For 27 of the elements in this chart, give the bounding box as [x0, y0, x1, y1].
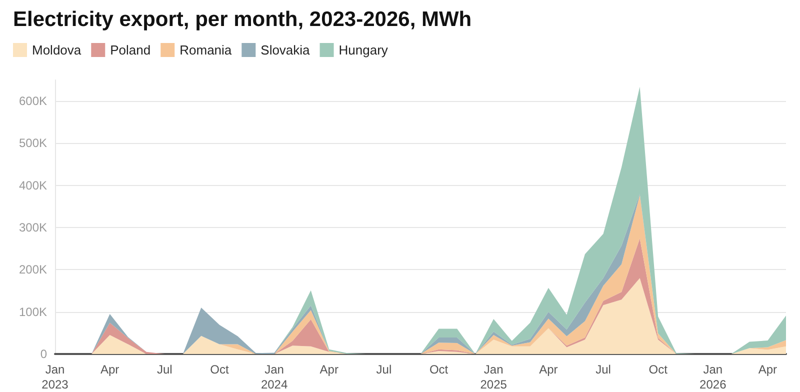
y-tick-label: 100K	[18, 304, 47, 319]
y-tick-label: 300K	[18, 220, 47, 235]
legend-label: Moldova	[32, 42, 82, 58]
y-tick-label: 600K	[18, 94, 47, 108]
x-tick-label: Jan 2026	[700, 362, 727, 392]
x-tick-label: Oct	[648, 362, 668, 376]
x-tick-label: Jul	[596, 362, 611, 376]
x-tick-label: Jan 2023	[42, 362, 69, 392]
y-tick-label: 200K	[18, 262, 47, 277]
x-tick-label: Oct	[210, 362, 230, 376]
chart-title: Electricity export, per month, 2023-2026, MWh	[13, 8, 472, 31]
y-tick-label: 0	[40, 347, 48, 361]
x-tick-label: Apr	[758, 362, 778, 376]
legend-label: Slovakia	[260, 42, 311, 58]
x-tick-label: Apr	[320, 362, 338, 376]
legend-label: Romania	[180, 42, 232, 58]
y-tick-label: 500K	[18, 136, 47, 150]
x-tick-label: Apr	[539, 362, 558, 376]
y-tick-label: 400K	[18, 178, 47, 192]
x-tick-label: Jan 2025	[480, 362, 508, 392]
x-tick-label: Jan 2024	[260, 362, 288, 392]
legend-label: Poland	[110, 42, 151, 58]
x-tick-label: Jul	[156, 362, 172, 376]
x-tick-label: Apr	[100, 362, 120, 376]
legend-label: Hungary	[338, 42, 388, 58]
x-tick-label: Jul	[376, 362, 392, 376]
x-tick-label: Oct	[429, 362, 449, 376]
